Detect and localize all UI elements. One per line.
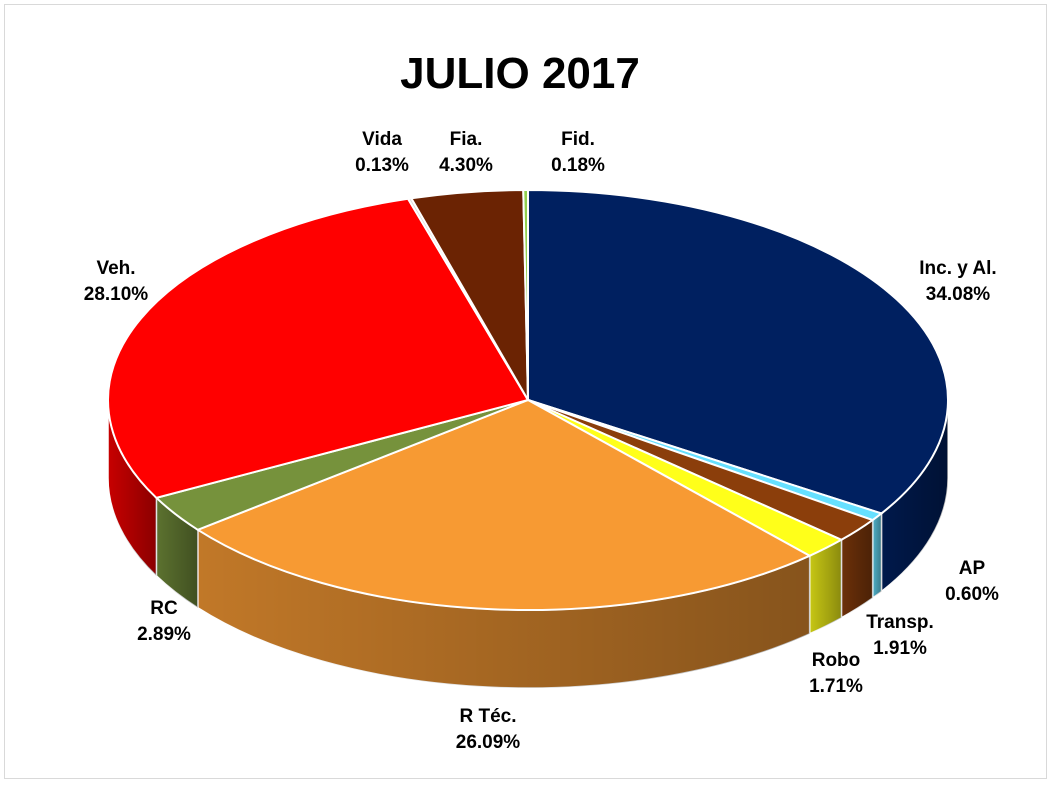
chart-title: JULIO 2017 [400, 49, 640, 98]
slice-side-shade-transp [841, 520, 873, 618]
slice-side-shade-r-t-c [197, 529, 810, 689]
value-fia: 4.30% [439, 155, 493, 176]
value-rc: 2.89% [137, 624, 191, 645]
label-veh: Veh. [96, 258, 135, 279]
value-transp: 1.91% [873, 638, 927, 659]
slice-fid [522, 188, 529, 401]
slice-veh [107, 197, 530, 499]
value-fid: 0.18% [551, 155, 605, 176]
value-robo: 1.71% [809, 676, 863, 697]
pie-sides [107, 399, 949, 689]
pie-labels: Inc. y Al. 34.08% AP 0.60% Transp. 1.91% Robo 1… [84, 129, 999, 753]
value-inc-y-al: 34.08% [926, 284, 991, 305]
slice-side-shade-inc-y-al [881, 400, 948, 592]
label-robo: Robo [812, 650, 861, 671]
slice-side-shade-ap [872, 513, 882, 599]
label-fia: Fia. [450, 129, 483, 150]
label-fid: Fid. [561, 129, 595, 150]
slice-inc-y-al [527, 188, 949, 515]
slice-side-shade-rc [156, 497, 198, 608]
slice-side-shade-veh [108, 400, 157, 576]
value-veh: 28.10% [84, 284, 149, 305]
label-transp: Transp. [866, 612, 934, 633]
value-vida: 0.13% [355, 155, 409, 176]
value-r-t-c: 26.09% [456, 732, 521, 753]
value-ap: 0.60% [945, 584, 999, 605]
label-vida: Vida [362, 129, 402, 150]
label-r-t-c: R Téc. [459, 706, 516, 727]
label-ap: AP [959, 558, 986, 579]
slice-r-t-c [195, 398, 812, 611]
slice-side-shade-robo [809, 539, 842, 634]
pie-tops [107, 188, 949, 611]
label-rc: RC [150, 598, 178, 619]
label-inc-y-al: Inc. y Al. [919, 258, 996, 279]
